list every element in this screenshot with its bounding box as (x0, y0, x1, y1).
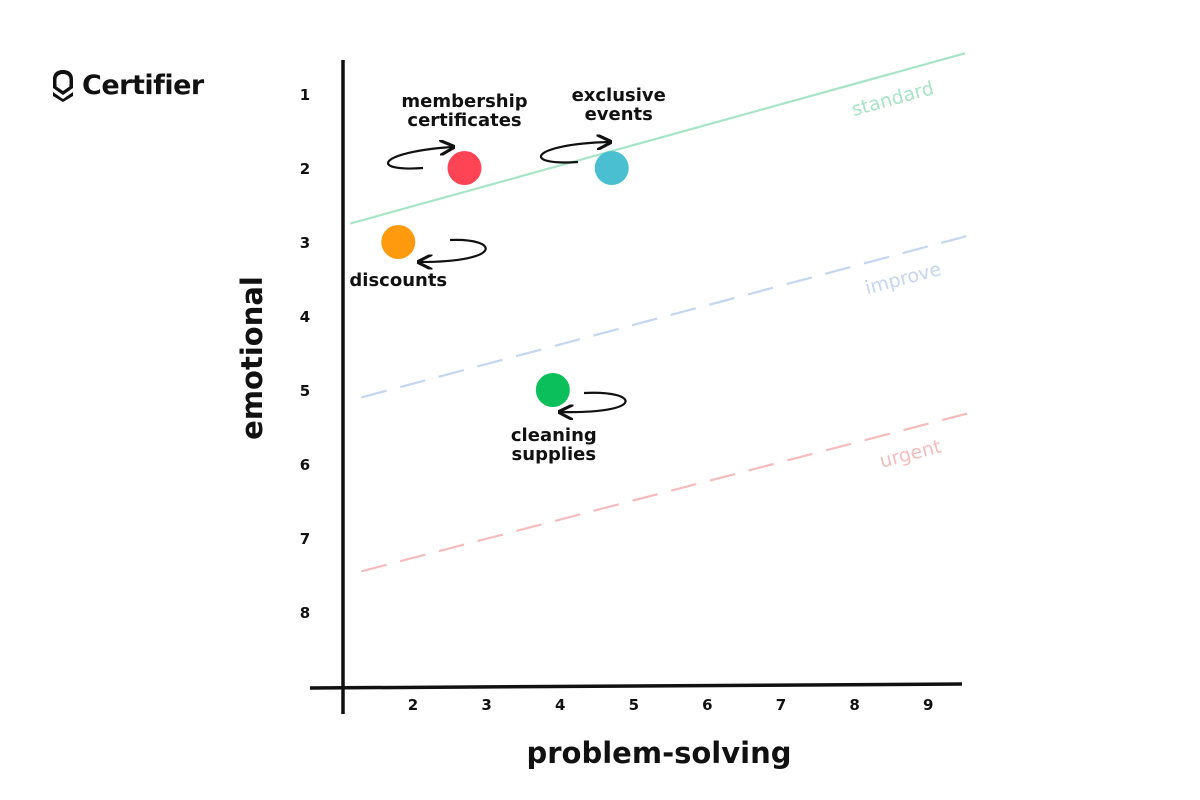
point-cleaning-supplies (535, 373, 570, 407)
point-label-cleaning-supplies: cleaning supplies (511, 425, 597, 465)
point-membership-certificates (447, 151, 482, 185)
arrow-discounts (420, 238, 487, 262)
shield-icon (53, 70, 73, 102)
x-tick-4: 4 (555, 696, 565, 714)
x-axis-title: problem-solving (527, 736, 792, 770)
y-tick-6: 6 (300, 456, 310, 474)
zone-label-standard: standard (849, 77, 936, 121)
zone-line-improve (361, 233, 973, 399)
zone-line-standard (350, 52, 966, 225)
point-label-membership-certificates: membership certificates (401, 91, 527, 131)
y-axis-title: emotional (235, 276, 269, 440)
arrow-membership-certificates (387, 147, 452, 170)
y-tick-2: 2 (300, 160, 310, 178)
x-tick-2: 2 (408, 696, 418, 714)
y-tick-4: 4 (300, 308, 310, 326)
y-tick-5: 5 (300, 382, 310, 400)
arrow-cleaning-supplies (561, 391, 627, 412)
point-label-exclusive-events: exclusive events (572, 85, 666, 125)
x-tick-6: 6 (702, 696, 712, 714)
y-tick-7: 7 (300, 530, 310, 548)
x-tick-5: 5 (629, 696, 639, 714)
brand-name: Certifier (82, 69, 204, 101)
y-tick-8: 8 (300, 604, 310, 622)
point-discounts (381, 225, 416, 259)
y-tick-3: 3 (300, 234, 310, 252)
x-tick-3: 3 (481, 696, 491, 714)
x-tick-8: 8 (849, 696, 859, 714)
point-label-discounts: discounts (349, 270, 447, 291)
x-tick-7: 7 (776, 696, 786, 714)
point-exclusive-events (594, 151, 629, 185)
x-axis-line (309, 682, 963, 690)
zone-label-improve: improve (863, 258, 944, 299)
y-tick-1: 1 (300, 86, 310, 104)
zone-label-urgent: urgent (877, 436, 943, 473)
x-tick-9: 9 (923, 696, 933, 714)
brand-logo: Certifier (50, 68, 204, 102)
arrow-exclusive-events (540, 142, 609, 164)
zone-line-urgent (361, 411, 973, 573)
